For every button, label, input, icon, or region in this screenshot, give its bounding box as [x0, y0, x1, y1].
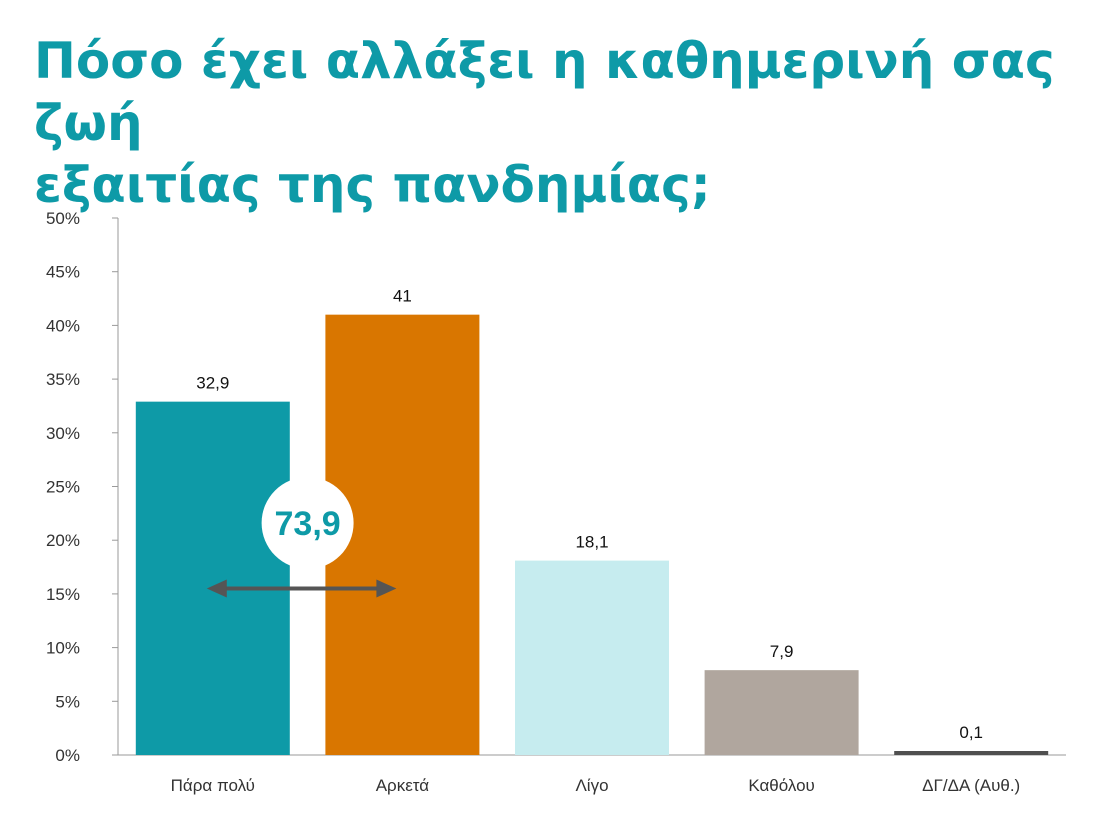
bar-value-label: 32,9 — [196, 374, 229, 393]
category-label: Καθόλου — [748, 776, 815, 795]
sum-arrow-right-head — [376, 579, 397, 598]
bar-value-label: 0,1 — [959, 723, 983, 742]
sum-circle — [261, 477, 354, 570]
category-label: Αρκετά — [376, 776, 430, 795]
sum-annotation: 73,9 — [206, 477, 397, 598]
category-label: Λίγο — [575, 776, 608, 795]
y-tick-label: 15% — [46, 585, 80, 604]
sum-label: 73,9 — [275, 505, 341, 543]
y-tick-label: 5% — [55, 692, 80, 711]
y-tick-label: 50% — [46, 209, 80, 228]
bar-value-label: 7,9 — [770, 642, 794, 661]
x-axis-labels: Πάρα πολύ Αρκετά Λίγο Καθόλου ΔΓ/ΔΑ (Αυθ.) — [171, 776, 1021, 795]
data-labels: 32,9 41 18,1 7,9 0,1 — [196, 287, 983, 742]
bars — [135, 314, 1049, 755]
bar-value-label: 41 — [393, 287, 412, 306]
bar — [894, 751, 1049, 755]
bar — [515, 560, 669, 755]
sum-arrow-left-head — [206, 579, 227, 598]
y-tick-label: 40% — [46, 316, 80, 335]
chart-title-line-2: εξαιτίας της πανδημίας; — [34, 156, 711, 214]
category-label: ΔΓ/ΔΑ (Αυθ.) — [922, 776, 1020, 795]
y-tick-label: 10% — [46, 639, 80, 658]
category-label: Πάρα πολύ — [171, 776, 255, 795]
bar-value-label: 18,1 — [575, 533, 608, 552]
bar — [704, 670, 859, 755]
y-tick-label: 0% — [55, 746, 80, 765]
chart-title-line-1: Πόσο έχει αλλάξει η καθημερινή σας ζωή — [34, 32, 1055, 152]
y-tick-label: 35% — [46, 370, 80, 389]
y-tick-label: 45% — [46, 263, 80, 282]
y-tick-label: 25% — [46, 478, 80, 497]
bar — [135, 401, 290, 755]
chart-title: Πόσο έχει αλλάξει η καθημερινή σας ζωή ε… — [34, 30, 1074, 216]
y-tick-label: 20% — [46, 531, 80, 550]
y-tick-label: 30% — [46, 424, 80, 443]
